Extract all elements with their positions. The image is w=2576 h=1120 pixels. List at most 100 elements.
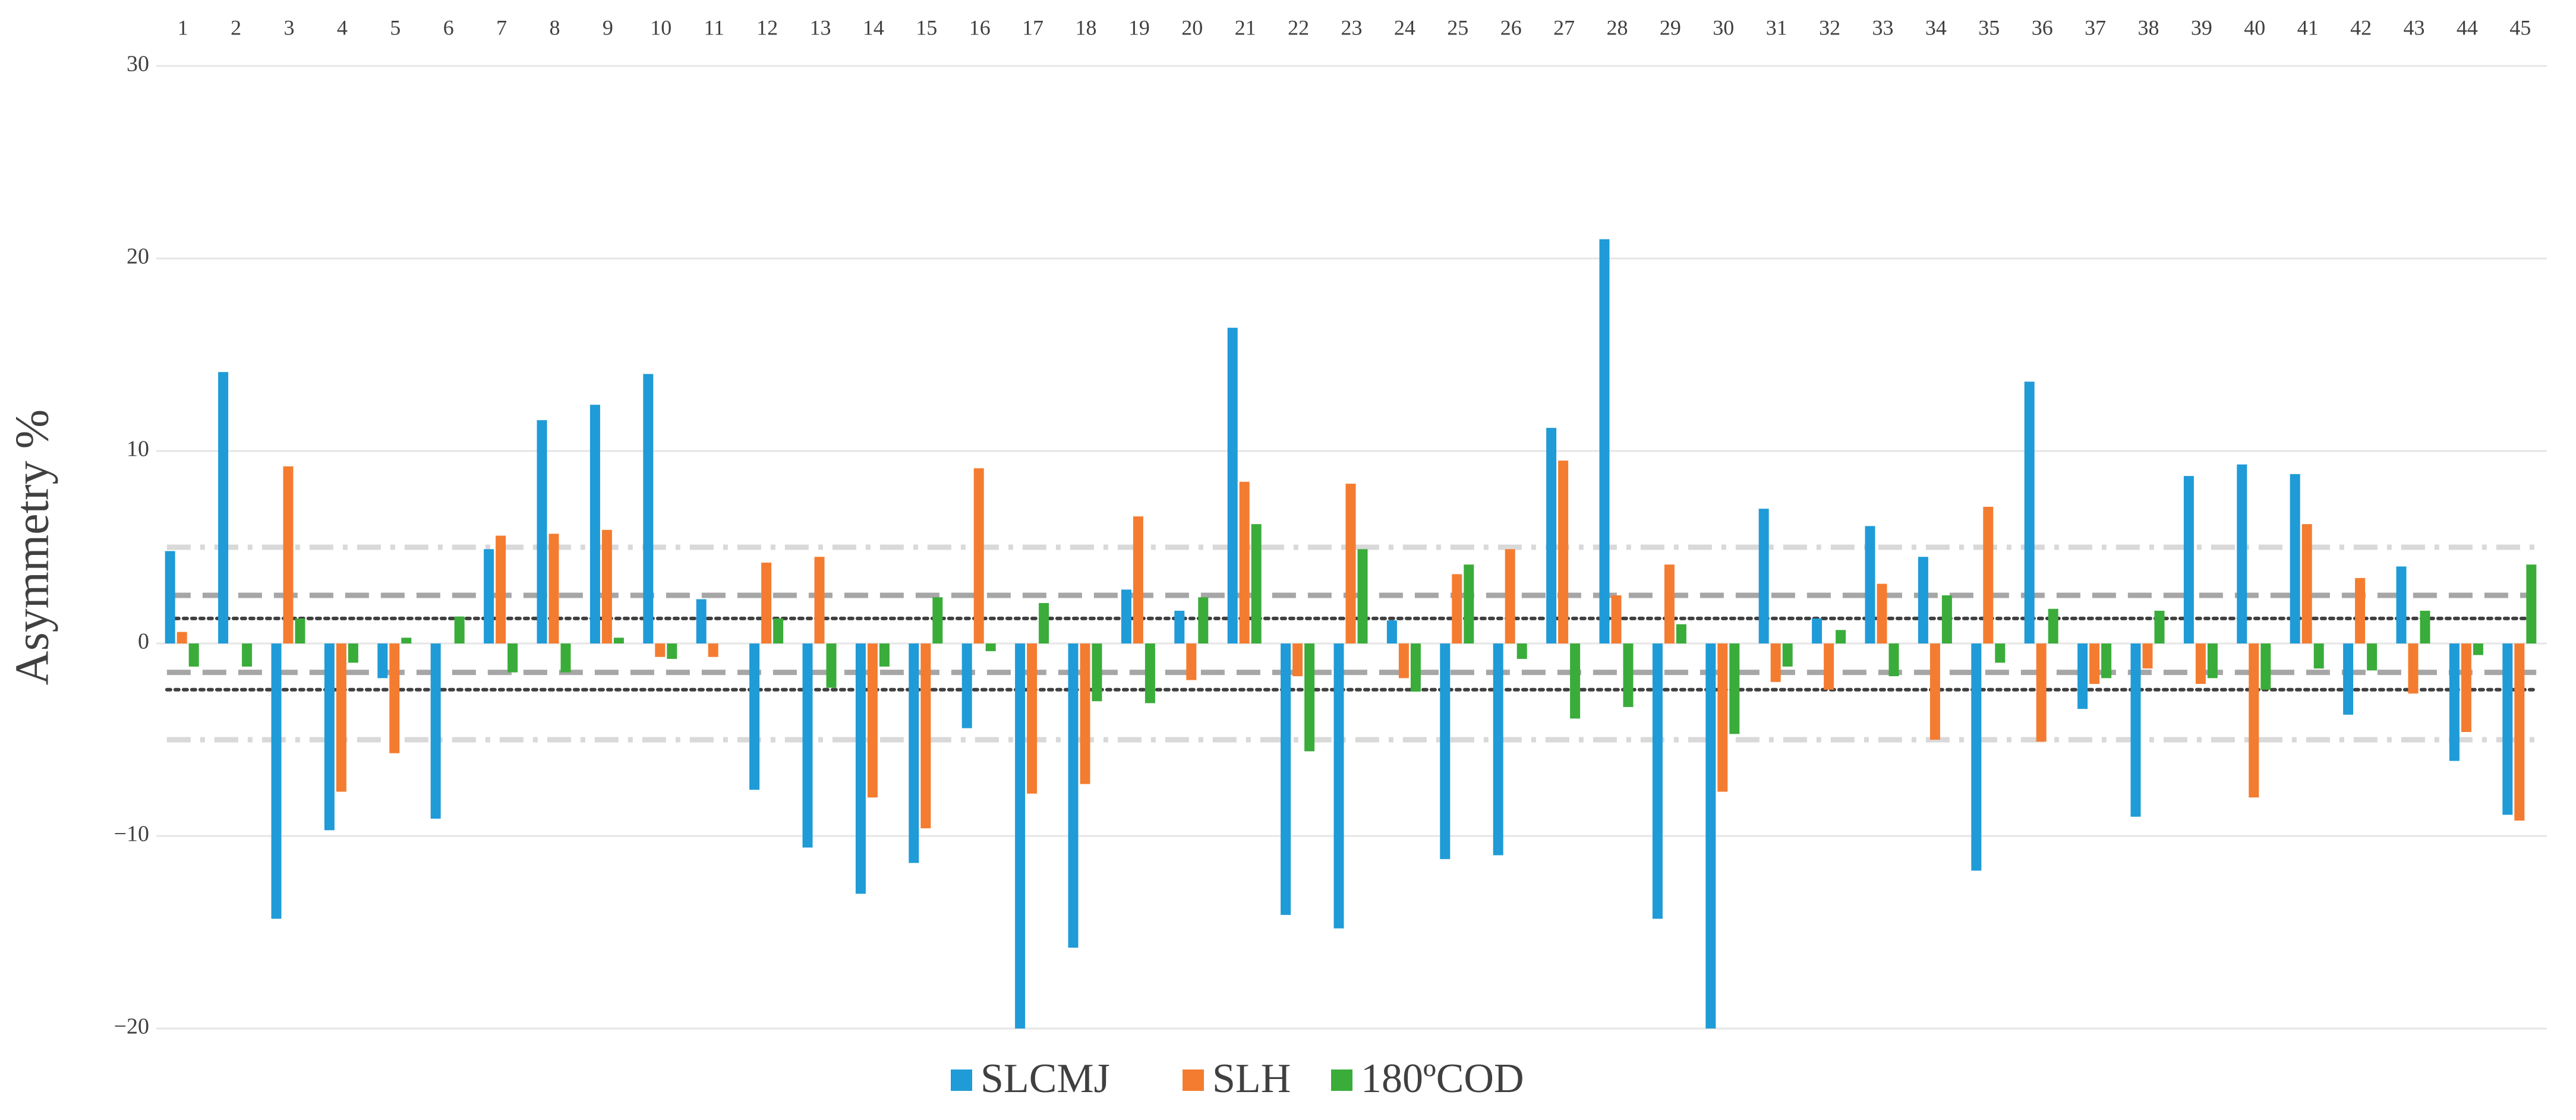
x-tick-label: 38 (2138, 15, 2159, 39)
bar (2089, 643, 2100, 684)
bar (1080, 643, 1090, 784)
bar (643, 374, 654, 643)
bar (336, 643, 346, 792)
bar (1758, 509, 1769, 643)
bar (1398, 643, 1409, 679)
bar (1941, 595, 1952, 643)
bar (2036, 643, 2047, 742)
bar (773, 618, 784, 643)
bar (2101, 643, 2112, 679)
bar (218, 372, 229, 643)
x-tick-label: 21 (1235, 15, 1256, 39)
bar (537, 420, 547, 643)
bar (1345, 484, 1356, 643)
x-tick-label: 36 (2032, 15, 2053, 39)
bar (1570, 643, 1581, 719)
bar (430, 643, 441, 819)
x-tick-label: 4 (337, 15, 348, 39)
x-tick-label: 6 (443, 15, 454, 39)
bar (1281, 643, 1291, 915)
bar (1357, 549, 1368, 643)
bar (1918, 557, 1928, 643)
x-tick-label: 25 (1447, 15, 1468, 39)
bar (2142, 643, 2153, 669)
legend-swatch (1331, 1069, 1352, 1091)
bar (176, 632, 187, 643)
x-tick-label: 41 (2297, 15, 2319, 39)
bar (2154, 610, 2165, 643)
y-tick-label: 0 (138, 629, 149, 654)
bar (1452, 574, 1462, 643)
x-tick-label: 28 (1607, 15, 1628, 39)
bar (2237, 464, 2247, 643)
bar (1812, 618, 1823, 643)
bar (1729, 643, 1740, 734)
bar (2077, 643, 2088, 709)
x-tick-label: 23 (1341, 15, 1363, 39)
bar (2195, 643, 2206, 684)
bar (589, 405, 600, 643)
y-axis-title: Asymmetry % (6, 409, 58, 685)
x-tick-label: 44 (2457, 15, 2478, 39)
x-tick-label: 35 (1978, 15, 2000, 39)
bar (932, 597, 943, 643)
bar (1505, 549, 1515, 643)
x-tick-label: 18 (1076, 15, 1097, 39)
bar (708, 643, 718, 657)
x-tick-label: 34 (1925, 15, 1947, 39)
bar (2290, 474, 2300, 643)
bar (1865, 526, 1875, 643)
x-tick-label: 33 (1872, 15, 1894, 39)
bar (1027, 643, 1038, 794)
bar (1068, 643, 1079, 948)
x-tick-label: 10 (650, 15, 671, 39)
bar (1983, 506, 1994, 643)
bar (1227, 327, 1238, 643)
bar (560, 643, 571, 673)
bar (507, 643, 518, 673)
bar (2249, 643, 2259, 798)
bar (1133, 516, 1143, 643)
legend-swatch (951, 1069, 972, 1091)
legend-label: SLCMJ (980, 1056, 1110, 1102)
bar (2301, 524, 2312, 643)
bar (1652, 643, 1663, 919)
legend-label: SLH (1212, 1056, 1291, 1102)
bar (283, 466, 294, 643)
legend-swatch (1183, 1069, 1204, 1091)
x-tick-label: 39 (2191, 15, 2212, 39)
bar (2420, 610, 2430, 643)
bar (1186, 643, 1197, 680)
x-tick-label: 42 (2350, 15, 2372, 39)
bar (1304, 643, 1315, 752)
bar (377, 643, 388, 679)
bar (1824, 643, 1834, 690)
bar (2130, 643, 2141, 817)
bar (484, 549, 494, 643)
bar (324, 643, 335, 831)
bar (2260, 643, 2271, 690)
bar (1995, 643, 2006, 663)
bar (1705, 643, 1716, 1028)
x-tick-label: 22 (1288, 15, 1309, 39)
bar (1121, 589, 1131, 643)
y-tick-label: −20 (114, 1014, 149, 1039)
bar (2396, 566, 2407, 643)
bar (655, 643, 666, 657)
bar (1410, 643, 1421, 692)
bar (348, 643, 358, 663)
bar (973, 468, 984, 643)
bar (1558, 460, 1569, 643)
bar (1464, 564, 1474, 643)
bar (1836, 630, 1846, 643)
bar (1144, 643, 1155, 703)
bar (1877, 583, 1887, 643)
bar (667, 643, 677, 659)
bar (826, 643, 837, 688)
x-tick-label: 13 (810, 15, 831, 39)
bar (2502, 643, 2513, 815)
x-tick-label: 17 (1022, 15, 1043, 39)
bar (165, 551, 175, 643)
bar (1717, 643, 1728, 792)
